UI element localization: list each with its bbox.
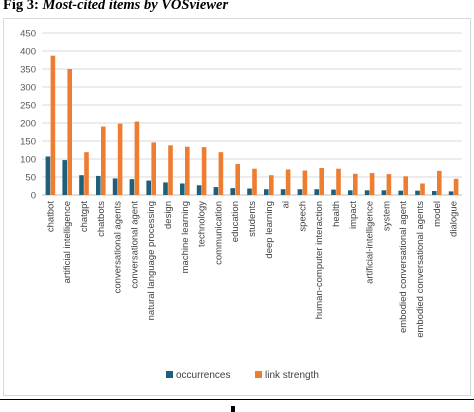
x-category-label: ai — [281, 201, 292, 208]
bar-link-strength — [185, 146, 190, 195]
x-category-label: education — [230, 201, 241, 242]
x-category-label: chatbot — [45, 201, 56, 233]
page-rule — [0, 399, 474, 400]
caption-title: Most-cited items by VOSviewer — [42, 0, 229, 13]
legend-label-occurrences: occurrences — [176, 370, 230, 381]
bar-occurrences — [264, 189, 269, 195]
bar-occurrences — [180, 183, 185, 195]
page-mark — [231, 406, 235, 412]
x-category-label: communication — [213, 201, 224, 265]
y-tick-label: 400 — [20, 47, 36, 58]
x-category-label: design — [163, 201, 174, 229]
bar-occurrences — [314, 189, 319, 195]
bar-link-strength — [302, 170, 308, 195]
legend-swatch-occurrences — [166, 371, 173, 378]
bar-occurrences — [112, 178, 118, 195]
x-category-label: speech — [297, 201, 308, 232]
x-category-label: conversational agents — [113, 201, 124, 294]
x-category-label: artificial-intelligence — [365, 201, 376, 284]
x-category-label: impact — [348, 201, 359, 229]
bar-occurrences — [196, 185, 202, 195]
bar-occurrences — [146, 180, 151, 195]
bar-occurrences — [331, 189, 336, 195]
bar-link-strength — [386, 174, 392, 195]
bar-link-strength — [336, 168, 341, 195]
x-category-label: deep learning — [264, 201, 275, 259]
y-tick-label: 0 — [31, 191, 36, 202]
bar-occurrences — [297, 189, 303, 195]
bar-occurrences — [213, 187, 219, 195]
x-category-label: human-computer interaction — [314, 201, 325, 319]
x-category-label: technology — [197, 201, 208, 247]
bar-occurrences — [96, 175, 101, 195]
x-category-label: students — [247, 201, 258, 237]
x-category-label: natural language processing — [146, 201, 157, 320]
bar-link-strength — [420, 183, 425, 195]
x-category-label: chatbots — [96, 201, 107, 237]
x-category-label: system — [381, 201, 392, 231]
bar-occurrences — [432, 191, 437, 195]
x-category-label: machine learning — [180, 201, 191, 273]
bar-occurrences — [448, 191, 454, 195]
x-category-label: dialogue — [449, 201, 460, 237]
bar-link-strength — [252, 168, 257, 195]
bar-occurrences — [398, 190, 403, 195]
bar-occurrences — [280, 189, 286, 195]
bar-link-strength — [201, 147, 207, 195]
bar-occurrences — [381, 190, 387, 195]
bar-link-strength — [369, 173, 375, 195]
bar-link-strength — [168, 145, 173, 195]
legend-swatch-link-strength — [255, 371, 262, 378]
bar-link-strength — [84, 152, 89, 195]
bar-link-strength — [235, 164, 240, 195]
bar-link-strength — [101, 126, 106, 195]
x-category-label: artificial intelligence — [62, 201, 73, 283]
bar-link-strength — [285, 169, 291, 195]
x-category-label: chatgpt — [79, 201, 90, 233]
caption-prefix: Fig 3: — [3, 0, 43, 13]
bar-occurrences — [163, 182, 168, 195]
bar-occurrences — [230, 188, 235, 195]
bar-occurrences — [62, 160, 67, 195]
y-tick-label: 300 — [20, 83, 36, 94]
y-tick-label: 100 — [20, 155, 36, 166]
bar-link-strength — [117, 123, 123, 195]
bar-link-strength — [218, 152, 224, 195]
bar-occurrences — [247, 188, 252, 195]
y-tick-label: 150 — [20, 137, 36, 148]
bar-link-strength — [319, 168, 324, 195]
x-category-label: embodied conversational agent — [398, 201, 409, 333]
bar-link-strength — [437, 170, 442, 195]
bar-occurrences — [415, 190, 420, 195]
bar-link-strength — [67, 69, 72, 195]
x-category-label: model — [432, 201, 443, 227]
y-tick-label: 50 — [25, 173, 36, 184]
x-category-label: health — [331, 201, 342, 227]
bar-occurrences — [348, 190, 353, 195]
bar-link-strength — [269, 175, 274, 195]
legend-label-link-strength: link strength — [265, 370, 319, 381]
bar-link-strength — [353, 173, 358, 195]
bar-link-strength — [453, 178, 459, 195]
x-category-label: conversational agent — [129, 201, 140, 289]
bar-link-strength — [403, 176, 408, 195]
y-tick-label: 200 — [20, 119, 36, 130]
figure-caption: Fig 3: Most-cited items by VOSviewer — [3, 0, 228, 14]
bar-occurrences — [129, 179, 135, 195]
y-tick-label: 450 — [20, 29, 36, 40]
bar-occurrences — [45, 156, 51, 195]
y-tick-label: 350 — [20, 65, 36, 76]
bar-link-strength — [151, 142, 156, 195]
y-tick-label: 250 — [20, 101, 36, 112]
chart-frame — [3, 18, 471, 396]
x-category-label: embodied conversational agents — [415, 201, 426, 338]
bar-occurrences — [364, 190, 370, 195]
bar-link-strength — [134, 121, 140, 195]
bar-occurrences — [79, 175, 84, 195]
bar-link-strength — [50, 55, 56, 196]
